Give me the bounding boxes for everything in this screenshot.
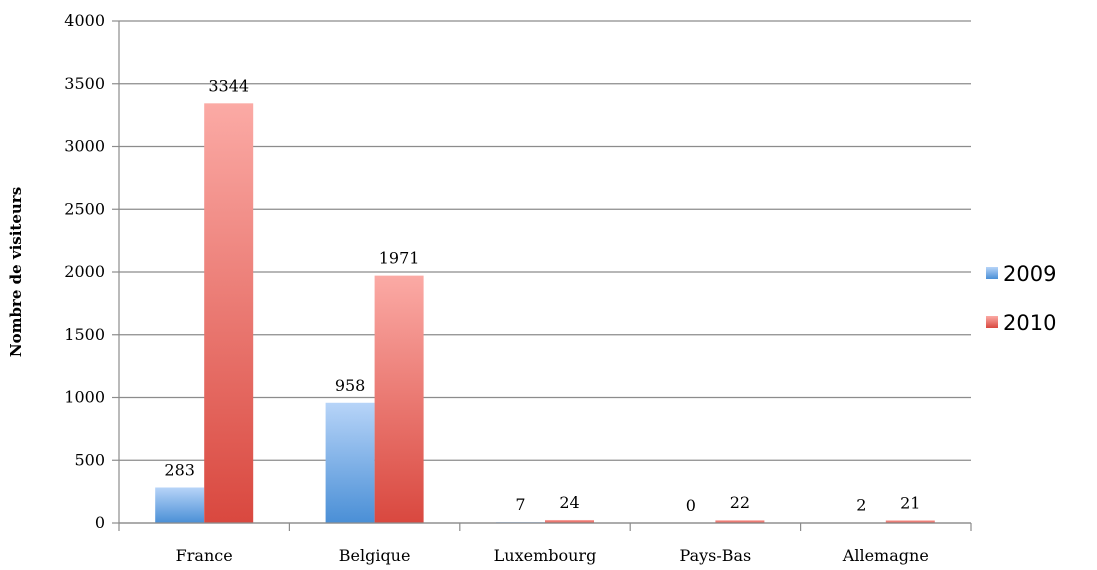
legend: 2009 2010 xyxy=(986,262,1056,335)
y-tick-label: 1000 xyxy=(64,388,105,407)
legend-label: 2010 xyxy=(1003,311,1056,335)
data-label: 22 xyxy=(730,493,750,512)
category-label: Allemagne xyxy=(842,546,929,565)
data-label: 2 xyxy=(856,496,866,515)
data-label: 21 xyxy=(900,493,920,512)
data-label: 24 xyxy=(559,493,579,512)
legend-swatch-2009 xyxy=(986,267,998,279)
bar-2009 xyxy=(155,487,205,523)
data-label: 0 xyxy=(686,496,696,515)
y-tick-label: 0 xyxy=(95,513,105,532)
x-axis xyxy=(118,21,972,531)
y-tick-label: 1500 xyxy=(64,325,105,344)
category-label: Pays-Bas xyxy=(680,546,752,565)
bar-2010 xyxy=(715,520,765,523)
bar-2009 xyxy=(325,402,375,523)
data-label: 958 xyxy=(335,376,366,395)
data-label: 1971 xyxy=(379,249,420,268)
data-label: 7 xyxy=(515,495,525,514)
gridlines xyxy=(119,20,971,524)
y-tick-label: 3500 xyxy=(64,74,105,93)
bar-2010 xyxy=(374,275,424,523)
y-tick-label: 2500 xyxy=(64,199,105,218)
category-label: Belgique xyxy=(339,546,411,565)
bar-2010 xyxy=(885,520,935,523)
category-labels: France Belgique Luxembourg Pays-Bas Allemagn… xyxy=(176,546,929,565)
data-label: 3344 xyxy=(208,76,249,95)
y-tick-label: 2000 xyxy=(64,262,105,281)
legend-swatch-2010 xyxy=(986,316,998,328)
bar-2010 xyxy=(545,519,594,523)
bar-2010 xyxy=(204,103,254,523)
bars xyxy=(155,103,935,523)
y-axis-ticks: 0 500 1000 1500 2000 2500 3000 3500 4000 xyxy=(64,11,119,532)
data-label: 283 xyxy=(164,460,195,479)
y-axis-title: Nombre de visiteurs xyxy=(7,187,25,357)
y-tick-label: 500 xyxy=(74,450,105,469)
category-label: France xyxy=(176,546,233,565)
category-label: Luxembourg xyxy=(494,546,597,565)
y-tick-label: 4000 xyxy=(64,11,105,30)
y-tick-label: 3000 xyxy=(64,137,105,156)
legend-label: 2009 xyxy=(1003,262,1056,286)
